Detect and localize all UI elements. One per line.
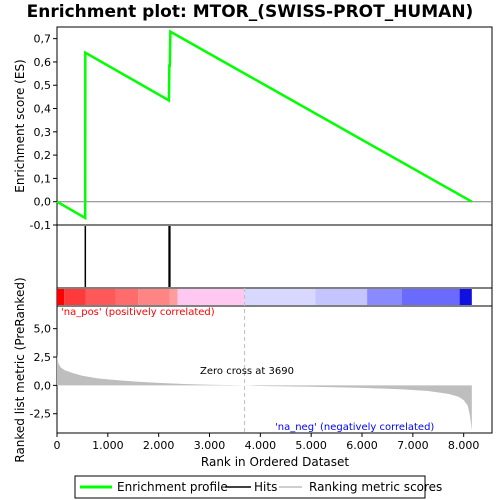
- negative-correlation-label: 'na_neg' (negatively correlated): [275, 422, 434, 433]
- metric-y-tick-label: 5,0: [34, 323, 52, 336]
- heatmap-panel: [57, 289, 472, 305]
- hits-panel: [84, 226, 171, 287]
- x-tick-label: 6.000: [346, 439, 378, 452]
- heatmap-segment: [138, 289, 170, 305]
- es-y-tick-label: 0,5: [34, 79, 52, 92]
- figure-title: Enrichment plot: MTOR_(SWISS-PROT_HUMAN): [27, 2, 474, 22]
- x-tick-label: 1.000: [92, 439, 124, 452]
- heatmap-segment: [169, 289, 178, 305]
- enrichment-profile-line: [56, 29, 473, 221]
- x-tick-label: 5.000: [295, 439, 327, 452]
- es-y-tick-label: 0,1: [34, 172, 52, 185]
- heatmap-segment: [244, 289, 316, 305]
- metric-y-tick-label: -2,5: [30, 408, 51, 421]
- heatmap-segment: [64, 289, 86, 305]
- es-y-tick-label: 0,4: [34, 103, 52, 116]
- heatmap-segment: [115, 289, 139, 305]
- heatmap-segment: [177, 289, 245, 305]
- heatmap-segment: [57, 289, 65, 305]
- x-axis-label: Rank in Ordered Dataset: [201, 455, 349, 469]
- heatmap-segment: [315, 289, 368, 305]
- es-y-tick-label: 0,6: [34, 56, 52, 69]
- heatmap-segment: [459, 289, 472, 305]
- heatmap-segment: [401, 289, 460, 305]
- es-y-tick-label: -0,1: [30, 219, 51, 232]
- heatmap-segment: [85, 289, 116, 305]
- legend-label-hits: Hits: [254, 480, 277, 494]
- x-tick-label: 4.000: [245, 439, 277, 452]
- metric-y-axis-label: Ranked list metric (PreRanked): [13, 277, 27, 462]
- es-panel-frame: [56, 26, 493, 226]
- metric-panel: 5,0 2,5 0,0 -2,5 0 1.000 2.000 3.000 4.000 5.000 6…: [30, 288, 480, 452]
- legend-label-enrichment: Enrichment profile: [117, 480, 228, 494]
- es-y-tick-label: 0,7: [34, 33, 52, 46]
- es-panel: 0,7 0,6 0,5 0,4 0,3 0,2 0,1 0,0 -0,1: [30, 29, 492, 232]
- positive-correlation-label: 'na_pos' (positively correlated): [61, 307, 215, 318]
- x-tick-label: 2.000: [143, 439, 175, 452]
- x-tick-label: 3.000: [194, 439, 226, 452]
- legend-label-metric: Ranking metric scores: [309, 480, 442, 494]
- x-tick-label: 0: [54, 439, 61, 452]
- legend: Enrichment profile Hits Ranking metric s…: [74, 475, 442, 499]
- x-tick-label: 8.000: [448, 439, 480, 452]
- es-y-tick-label: 0,3: [34, 126, 52, 139]
- es-y-tick-label: 0,0: [34, 196, 52, 209]
- es-y-tick-label: 0,2: [34, 149, 52, 162]
- metric-y-tick-label: 0,0: [34, 379, 52, 392]
- hits-panel-frame: [56, 224, 493, 289]
- x-tick-label: 7.000: [397, 439, 429, 452]
- metric-y-tick-label: 2,5: [34, 351, 52, 364]
- es-y-axis-label: Enrichment score (ES): [13, 59, 27, 192]
- heatmap-segment: [367, 289, 402, 305]
- zero-cross-label: Zero cross at 3690: [200, 366, 294, 377]
